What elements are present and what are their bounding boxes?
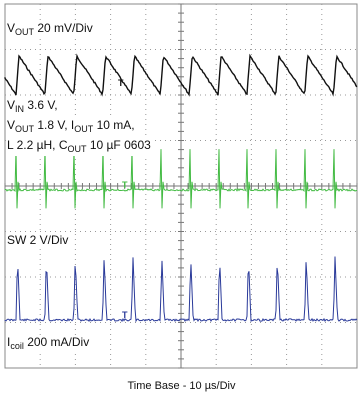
oscilloscope-plot: T T T: [4, 3, 358, 369]
vout-trace: [4, 53, 358, 97]
sw-scale-label: SW 2 V/Div: [6, 233, 70, 247]
icoil-trace: [4, 256, 358, 323]
sw-trace: [4, 149, 358, 209]
trigger-marker: T: [122, 310, 128, 320]
vout-scale-label: VOUT 20 mV/Div: [6, 21, 94, 39]
icoil-scale-label: Icoil 200 mA/Div: [6, 335, 91, 353]
x-axis-label: Time Base - 10 µs/Div: [127, 380, 236, 392]
l-cout-label: L 2.2 µH, COUT 10 µF 0603: [6, 138, 152, 156]
trigger-marker: T: [122, 180, 128, 190]
vout-iout-label: VOUT 1.8 V, IOUT 10 mA,: [6, 118, 136, 136]
trace-markers: T T T: [118, 78, 128, 320]
trigger-marker: T: [118, 78, 124, 88]
vin-label: VIN 3.6 V,: [6, 98, 59, 116]
